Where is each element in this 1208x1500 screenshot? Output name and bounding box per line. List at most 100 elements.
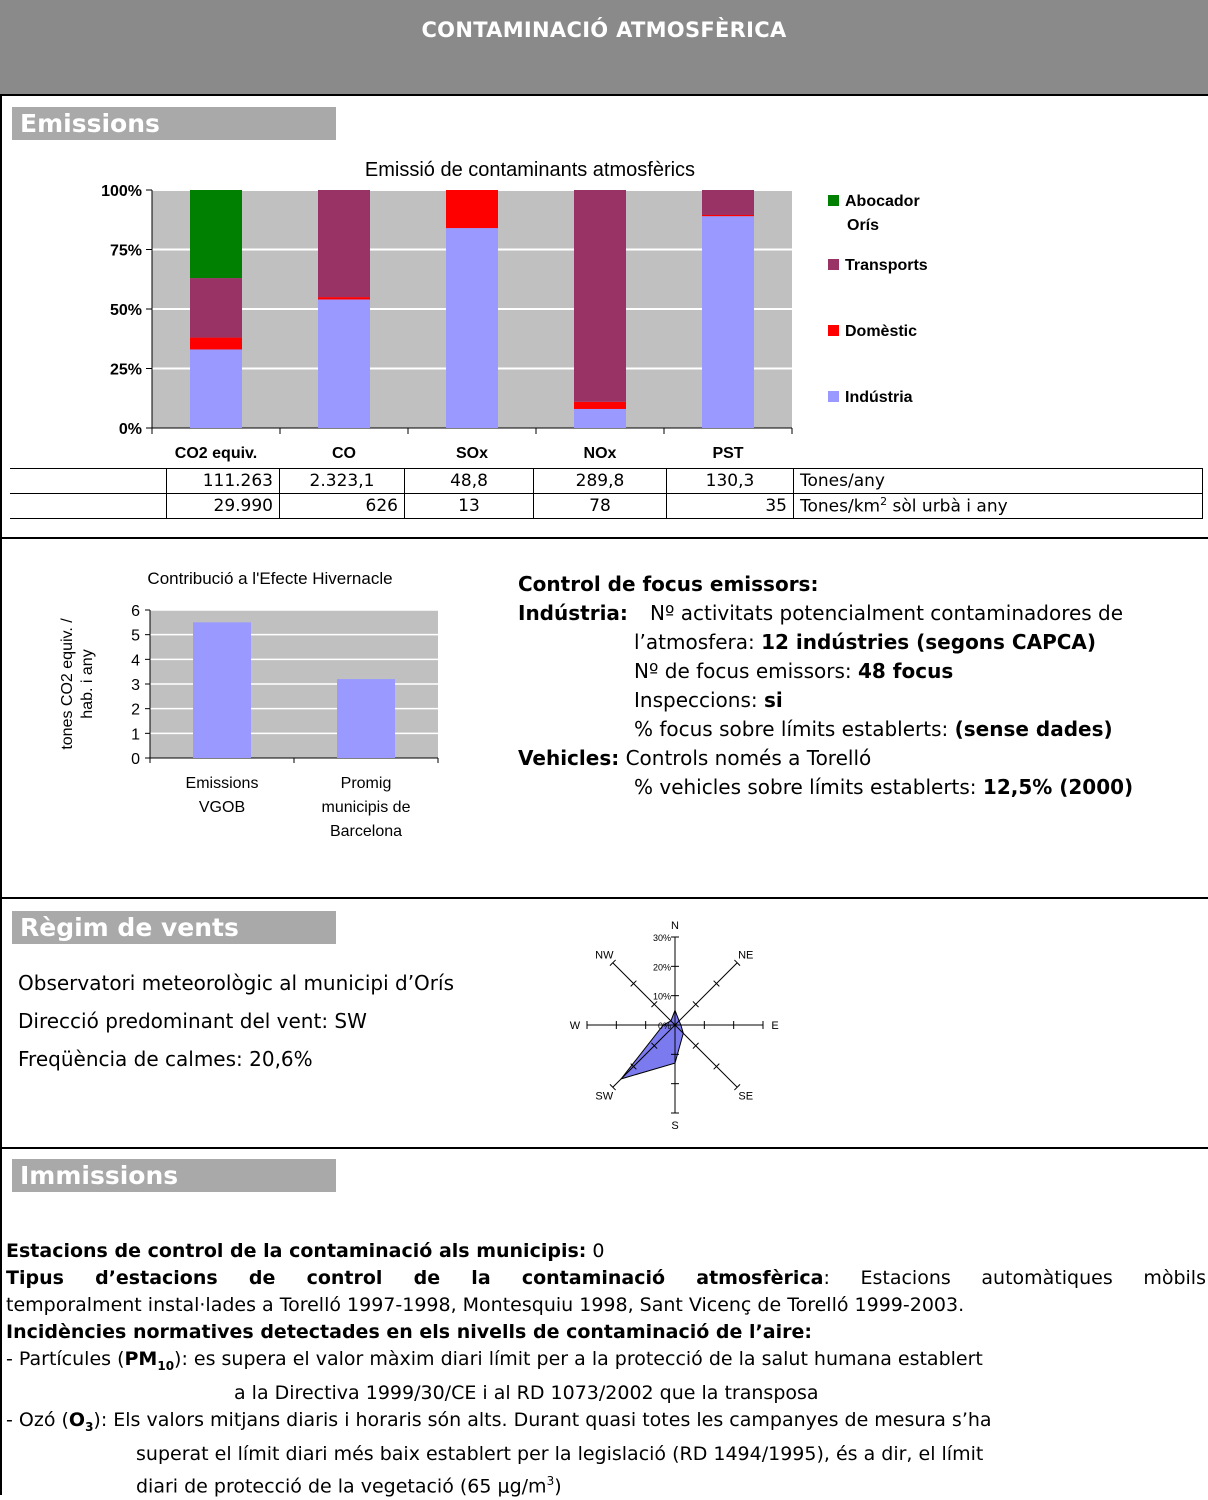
pm10-paragraph: - Partícules (PM10): es supera el valor …: [6, 1348, 983, 1373]
rose-axis: [612, 1024, 676, 1088]
industry-line: % focus sobre límits establerts: (sense …: [634, 717, 1113, 741]
divider: [0, 897, 1208, 899]
direction-label: E: [771, 1020, 778, 1032]
focus-heading: Control de focus emissors:: [518, 572, 819, 596]
legend-swatch: [828, 325, 839, 336]
bar-segment: [318, 297, 370, 300]
direction-label: SW: [595, 1091, 613, 1103]
pm10-paragraph: a la Directiva 1999/30/CE i al RD 1073/2…: [234, 1381, 819, 1404]
rose-axis: [674, 1024, 738, 1088]
legend-label: Abocador Orís: [845, 193, 920, 234]
table-unit: Tones/km2 sòl urbà i any: [793, 493, 1203, 519]
bar-segment: [446, 228, 498, 428]
y-axis-label: tones CO2 equiv. / hab. i any: [59, 618, 96, 750]
bar: [337, 679, 395, 758]
ozone-paragraph: diari de protecció de la vegetació (65 μ…: [136, 1473, 562, 1497]
legend-swatch: [828, 195, 839, 206]
wind-line: Direcció predominant del vent: SW: [18, 1009, 367, 1033]
y-tick-label: 0: [131, 751, 140, 768]
industry-label: Indústria:: [518, 601, 628, 625]
bar-segment: [446, 190, 498, 229]
rose-tick: [630, 1063, 637, 1070]
bar-segment: [702, 214, 754, 217]
y-tick-label: 0%: [119, 421, 142, 438]
rose-tick: [692, 1001, 699, 1008]
x-tick-label: SOx: [456, 445, 488, 462]
y-tick-label: 100%: [101, 183, 142, 200]
table-cell: 130,3: [666, 468, 794, 494]
immissions-paragraph: Incidències normatives detectades en els…: [6, 1321, 812, 1343]
table-cell: 111.263: [166, 468, 280, 494]
table-unit: Tones/any: [793, 468, 1203, 494]
wind-line: Freqüència de calmes: 20,6%: [18, 1047, 313, 1071]
industry-line: Nº de focus emissors: 48 focus: [634, 659, 954, 683]
table-cell: 78: [533, 493, 667, 519]
left-border: [0, 94, 2, 1495]
section-header-emissions: Emissions: [12, 107, 336, 140]
direction-label: SE: [738, 1091, 753, 1103]
rose-tick: [651, 1001, 658, 1008]
greenhouse-chart: Contribució a l'Efecte Hivernacle 0 1 2 3 4 5 6…: [59, 569, 439, 840]
immissions-text: Estacions de control de la contaminació …: [6, 1238, 1206, 1500]
bar-segment: [190, 190, 242, 279]
y-tick-label: 50%: [110, 302, 142, 319]
bar-segment: [190, 278, 242, 338]
legend-label: Domèstic: [845, 323, 917, 340]
rose-tick: [734, 959, 741, 966]
immissions-paragraph: Tipus d’estacions de control de la conta…: [6, 1267, 1206, 1289]
y-tick-label: 25%: [110, 362, 142, 379]
industry-line: Nº activitats potencialment contaminador…: [650, 601, 1124, 625]
rose-tick: [713, 980, 720, 987]
table-cell: 289,8: [533, 468, 667, 494]
immissions-paragraph: Estacions de control de la contaminació …: [6, 1240, 605, 1262]
industry-line: l’atmosfera: 12 indústries (segons CAPCA…: [634, 630, 1097, 654]
bar-segment: [190, 349, 242, 428]
bar-segment: [190, 337, 242, 350]
table-cell: 29.990: [166, 493, 280, 519]
direction-label: NW: [595, 949, 614, 961]
x-tick-label: PST: [712, 445, 743, 462]
section-header-winds: Règim de vents: [12, 911, 336, 944]
immissions-paragraph: temporalment instal·lades a Torelló 1997…: [6, 1294, 965, 1316]
table-cell: 35: [666, 493, 794, 519]
divider: [0, 537, 1208, 539]
direction-label: S: [671, 1120, 678, 1132]
direction-label: NE: [738, 949, 753, 961]
rose-axis: [674, 962, 738, 1026]
page-title: CONTAMINACIÓ ATMOSFÈRICA: [421, 18, 787, 42]
industry-line: Inspeccions: si: [634, 688, 783, 712]
title-banner: CONTAMINACIÓ ATMOSFÈRICA: [0, 0, 1208, 96]
rose-axis: [612, 962, 676, 1026]
wind-rose-chart: N NE E SE S SW W NW 0% 10% 20% 30%: [570, 920, 779, 1132]
emissions-table: 111.263 2.323,1 48,8 289,8 130,3 Tones/a…: [10, 468, 1203, 519]
radial-tick-label: 10%: [653, 992, 671, 1002]
vehicles-line: % vehicles sobre límits establerts: 12,5…: [634, 775, 1134, 799]
table-cell: 13: [404, 493, 534, 519]
table-cell: 626: [279, 493, 405, 519]
legend-label: Indústria: [845, 389, 913, 406]
rose-tick: [609, 959, 616, 966]
vehicles-line: Controls només a Torelló: [619, 746, 872, 770]
legend-swatch: [828, 259, 839, 270]
bar-segment: [574, 190, 626, 402]
ozone-paragraph: - Ozó (O3): Els valors mitjans diaris i …: [6, 1408, 992, 1434]
bar-segment: [702, 216, 754, 428]
bar-segment: [318, 190, 370, 298]
table-cell: 2.323,1: [279, 468, 405, 494]
x-tick-label: CO2 equiv.: [175, 445, 257, 462]
table-row: 111.263 2.323,1 48,8 289,8 130,3 Tones/a…: [10, 468, 1203, 494]
bar-segment: [702, 190, 754, 215]
rose-tick: [651, 1042, 658, 1049]
table-row: 29.990 626 13 78 35 Tones/km2 sòl urbà i…: [10, 493, 1203, 519]
wind-line: Observatori meteorològic al municipi d’O…: [18, 971, 454, 995]
radial-tick-label: 0%: [658, 1021, 671, 1031]
y-tick-label: 75%: [110, 243, 142, 260]
direction-label: W: [570, 1020, 581, 1032]
divider: [0, 1147, 1208, 1149]
table-cell: 48,8: [404, 468, 534, 494]
chart-title: Contribució a l'Efecte Hivernacle: [147, 569, 392, 588]
y-tick-label: 3: [131, 677, 140, 694]
x-tick-label: NOx: [584, 445, 617, 462]
x-tick-label: Emissions VGOB: [186, 775, 259, 816]
